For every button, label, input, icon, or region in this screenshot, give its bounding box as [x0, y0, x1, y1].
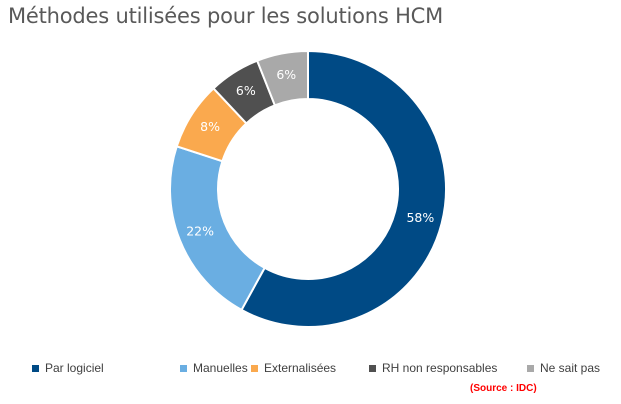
legend-swatch: [251, 364, 258, 372]
legend-item: RH non responsables: [369, 361, 497, 375]
slice-manuelles: [169, 145, 266, 312]
legend-label: Externalisées: [264, 361, 337, 375]
legend-item: Par logiciel: [32, 361, 104, 375]
slice-label: 58%: [406, 210, 434, 225]
legend-label: Ne sait pas: [540, 361, 601, 375]
legend-label: Manuelles: [193, 361, 248, 375]
legend-label: Par logiciel: [45, 361, 104, 375]
chart-legend: Par logiciel Manuelles Externalisées RH non…: [32, 361, 617, 379]
legend-item: Manuelles: [180, 361, 248, 375]
legend-swatch: [32, 364, 39, 372]
chart-title: Méthodes utilisées pour les solutions HC…: [8, 4, 444, 28]
slice-label: 8%: [200, 119, 220, 134]
legend-swatch: [180, 364, 187, 372]
source-note: (Source : IDC): [470, 383, 537, 394]
legend-item: Ne sait pas: [527, 361, 600, 375]
legend-item: Externalisées: [251, 361, 336, 375]
legend-swatch: [527, 364, 534, 372]
slice-label: 6%: [276, 67, 296, 82]
slice-ne-sait-pas: [255, 49, 309, 107]
legend-swatch: [369, 364, 376, 372]
slice-label: 22%: [186, 224, 214, 239]
slice-par-logiciel: [240, 49, 447, 328]
legend-label: RH non responsables: [382, 361, 498, 375]
slice-label: 6%: [236, 83, 256, 98]
